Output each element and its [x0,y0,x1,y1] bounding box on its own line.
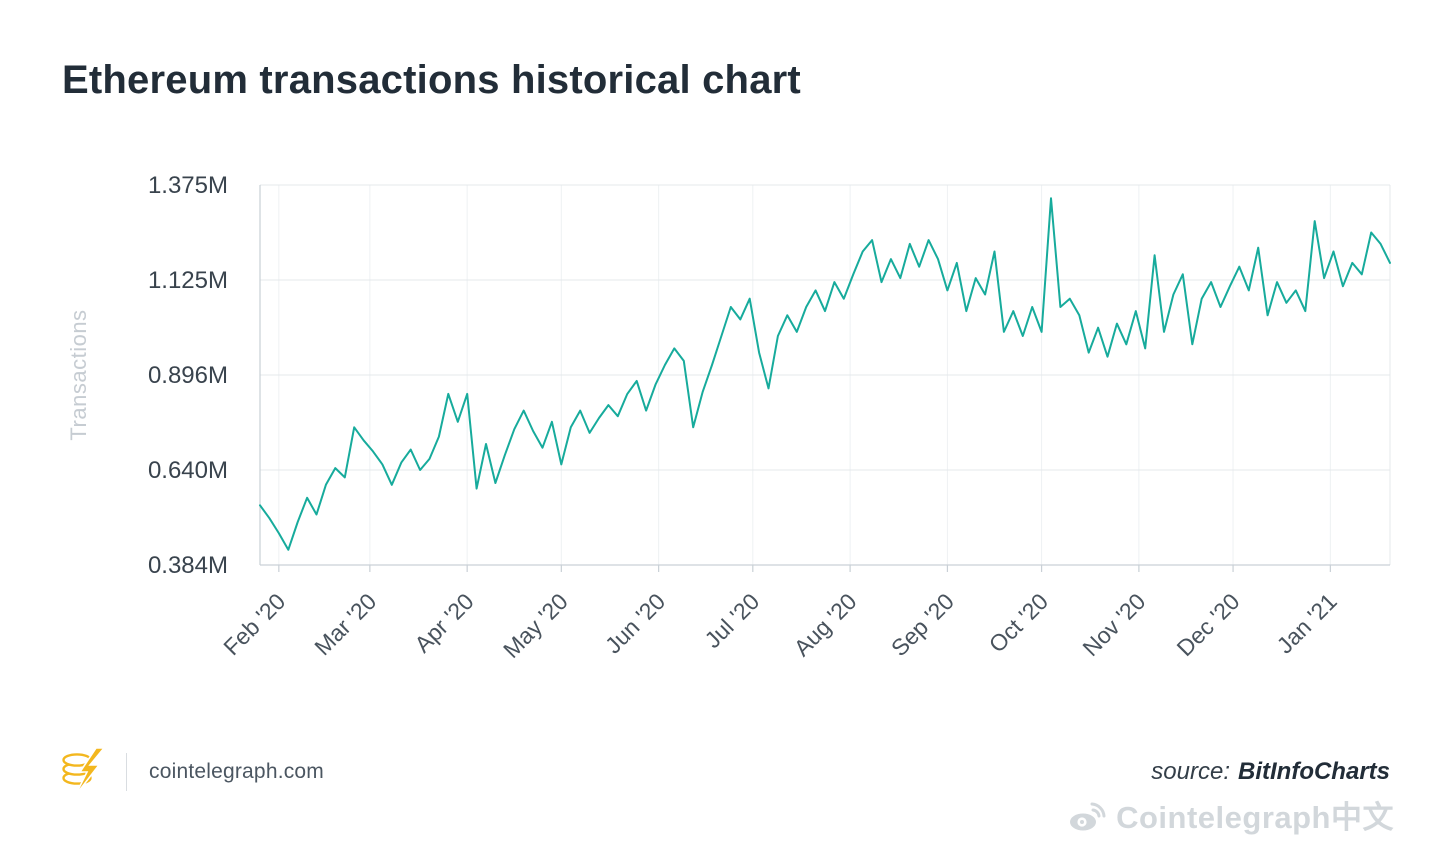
x-tick-label: Sep '20 [886,588,959,661]
watermark-text: Cointelegraph中文 [1116,800,1394,835]
series-line-transactions [259,197,1391,551]
y-tick-label: 1.125M [148,267,228,294]
transactions-line-chart: 1.375M 1.125M 0.896M 0.640M 0.384M Feb '20 Mar… [66,172,1391,663]
divider [126,753,127,791]
source-name: BitInfoCharts [1238,758,1390,785]
y-axis-title: Transactions [66,309,91,440]
footer-brand: cointelegraph.com [60,746,324,798]
y-tick-label: 0.640M [148,457,228,484]
x-tick-label: Dec '20 [1172,588,1245,661]
chart-area: 1.375M 1.125M 0.896M 0.640M 0.384M Feb '20 Mar… [0,110,1450,730]
x-tick-label: Jul '20 [699,588,764,653]
x-tick-label: Oct '20 [984,588,1053,657]
weibo-icon [1070,802,1106,830]
lightning-bolt-icon [74,747,106,797]
page-title: Ethereum transactions historical chart [62,58,801,102]
x-tick-label: Jan '21 [1272,588,1342,658]
source-credit: source: BitInfoCharts [1151,758,1390,786]
y-tick-label: 1.375M [148,172,228,199]
cointelegraph-logo [62,747,106,797]
x-tick-label: Aug '20 [789,588,862,661]
x-tick-label: Apr '20 [409,588,478,657]
x-tick-label: Jun '20 [600,588,670,658]
y-tick-label: 0.384M [148,552,228,579]
x-tick-label: Nov '20 [1077,588,1150,661]
x-tick-label: Feb '20 [218,588,290,660]
watermark: Cointelegraph中文 [1068,792,1394,837]
y-tick-label: 0.896M [148,362,228,389]
site-name: cointelegraph.com [149,760,324,783]
x-tick-label: Mar '20 [309,588,381,660]
x-tick-label: May '20 [498,588,573,663]
source-label: source: [1151,758,1230,785]
